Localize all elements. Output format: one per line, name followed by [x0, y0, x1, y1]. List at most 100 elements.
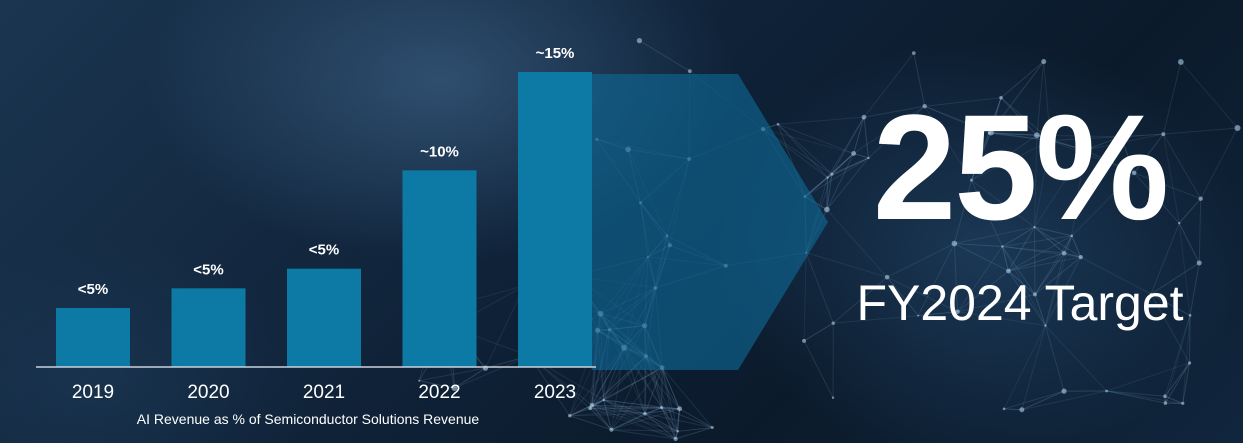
- network-line: [762, 128, 854, 154]
- network-line: [970, 133, 990, 181]
- network-node: [1118, 134, 1124, 140]
- network-node: [861, 114, 867, 120]
- network-node: [1033, 226, 1036, 229]
- network-line: [1162, 133, 1202, 199]
- network-line: [1150, 293, 1191, 316]
- network-line: [644, 407, 662, 415]
- network-node: [1002, 407, 1006, 411]
- network-line: [589, 407, 678, 432]
- network-line: [1084, 136, 1122, 151]
- network-line: [1008, 270, 1036, 295]
- network-line: [1021, 390, 1107, 411]
- network-node: [1032, 292, 1037, 297]
- network-node: [1061, 250, 1067, 256]
- arrow-chevron: [592, 74, 828, 370]
- network-line: [826, 174, 833, 210]
- network-line: [833, 315, 919, 324]
- network-line: [1150, 222, 1180, 295]
- network-line: [886, 276, 958, 313]
- network-line: [1133, 172, 1201, 200]
- network-node: [831, 321, 835, 325]
- network-line: [644, 413, 713, 428]
- network-line: [990, 61, 1045, 133]
- network-line: [589, 407, 676, 440]
- network-line: [1008, 252, 1065, 272]
- x-tick-label-2023: 2023: [534, 382, 576, 403]
- network-line: [1045, 325, 1107, 392]
- network-line: [826, 209, 888, 278]
- data-label-2021: <5%: [309, 242, 339, 259]
- network-line: [917, 243, 955, 316]
- network-line: [1180, 61, 1238, 129]
- network-line: [1043, 61, 1051, 141]
- network-line: [954, 243, 1009, 272]
- network-line: [569, 407, 662, 417]
- network-line: [1000, 97, 1038, 136]
- network-line: [1150, 262, 1200, 295]
- network-line: [1003, 390, 1065, 410]
- network-line: [971, 180, 1003, 247]
- network-line: [853, 105, 925, 154]
- network-line: [1044, 325, 1065, 392]
- network-line: [954, 226, 1035, 245]
- network-node: [1001, 245, 1004, 248]
- network-line: [918, 311, 958, 317]
- network-node: [673, 436, 678, 441]
- network-node: [1161, 132, 1166, 137]
- network-line: [1021, 325, 1046, 410]
- network-node: [602, 398, 605, 402]
- network-line: [1008, 256, 1081, 272]
- network-node: [1198, 196, 1203, 201]
- network-line: [1001, 246, 1046, 326]
- network-line: [1003, 325, 1046, 410]
- network-line: [603, 399, 679, 432]
- network-line: [913, 52, 926, 107]
- network-line: [611, 408, 680, 431]
- network-line: [603, 399, 662, 409]
- network-line: [971, 179, 1035, 228]
- network-line: [603, 399, 680, 410]
- network-line: [419, 380, 455, 389]
- network-node: [802, 338, 807, 343]
- network-node: [643, 411, 647, 416]
- network-line: [569, 399, 604, 417]
- network-line: [971, 134, 1038, 181]
- network-line: [677, 426, 713, 432]
- network-line: [957, 311, 1046, 327]
- network-line: [1084, 133, 1164, 151]
- network-line: [1150, 293, 1190, 364]
- network-line: [1003, 408, 1022, 411]
- network-line: [1080, 256, 1152, 295]
- network-line: [803, 322, 834, 342]
- x-tick-label-2019: 2019: [72, 382, 114, 403]
- network-line: [924, 105, 990, 134]
- network-line: [639, 40, 691, 72]
- network-node: [951, 240, 958, 247]
- network-line: [1133, 172, 1180, 224]
- network-line: [804, 157, 869, 198]
- network-node: [418, 379, 421, 382]
- network-line: [1002, 246, 1081, 258]
- network-node: [1234, 125, 1241, 132]
- network-line: [569, 407, 591, 417]
- network-line: [661, 407, 677, 440]
- network-node: [999, 95, 1003, 100]
- network-node: [1044, 324, 1047, 327]
- network-line: [777, 123, 828, 178]
- network-node: [636, 38, 643, 44]
- network-line: [868, 105, 925, 159]
- network-line: [1182, 362, 1191, 404]
- data-label-2020: <5%: [193, 261, 223, 278]
- network-node: [1041, 59, 1047, 65]
- network-line: [1008, 270, 1046, 326]
- network-line: [827, 157, 869, 179]
- network-line: [677, 408, 681, 432]
- network-line: [591, 404, 680, 410]
- network-line: [603, 399, 612, 430]
- network-line: [953, 243, 958, 312]
- network-line: [803, 340, 834, 398]
- network-line: [1050, 139, 1085, 151]
- network-line: [661, 367, 681, 409]
- network-line: [1002, 226, 1035, 247]
- network-node: [1196, 260, 1202, 266]
